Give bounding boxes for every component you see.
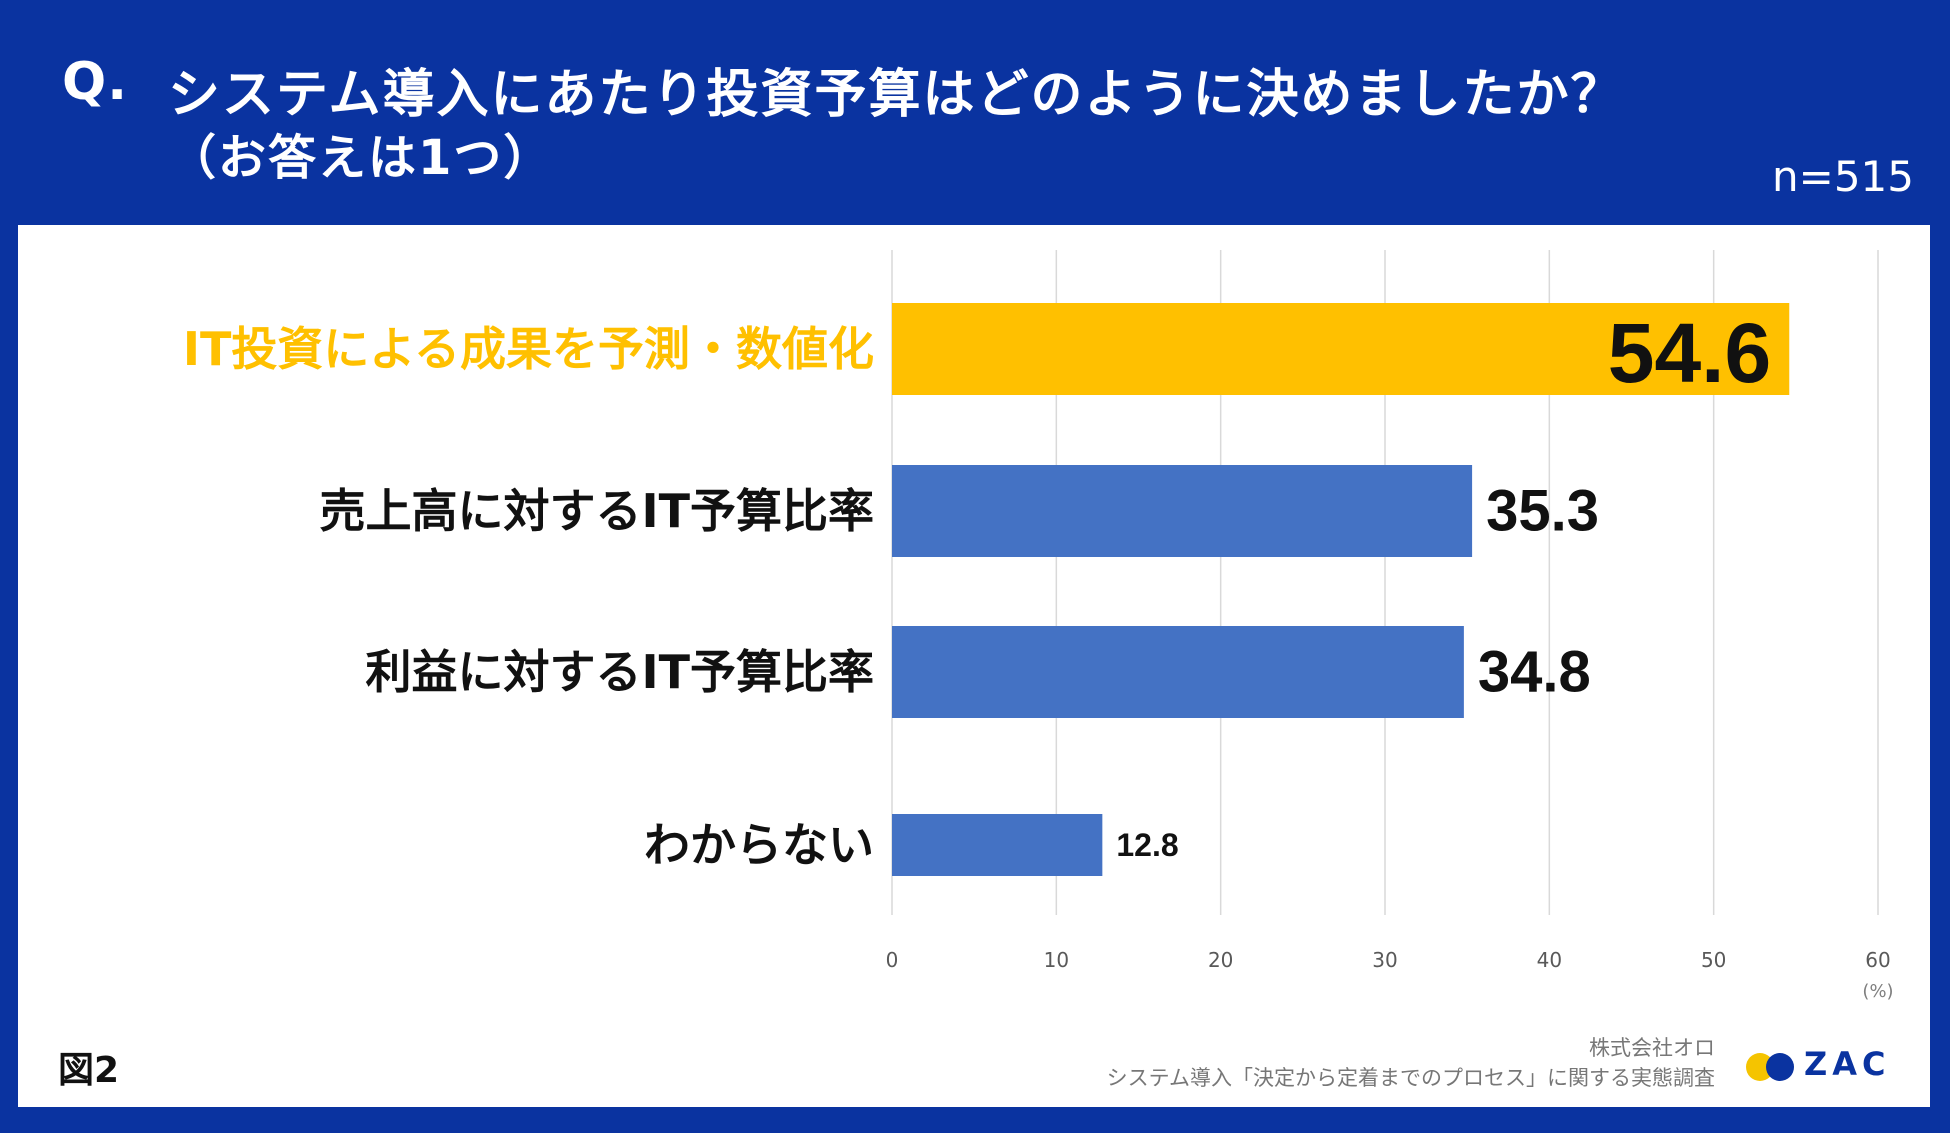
- question-label: Q.: [62, 52, 128, 112]
- x-tick-label: 40: [1537, 948, 1562, 972]
- category-label: IT投資による成果を予測・数値化: [183, 322, 874, 376]
- category-label: 売上高に対するIT予算比率: [320, 484, 875, 538]
- bar: [892, 465, 1473, 557]
- logo-blue-dot-icon: [1766, 1053, 1794, 1081]
- data-label: 35.3: [1486, 479, 1599, 544]
- x-tick-label: 60: [1865, 948, 1890, 972]
- figure-label: 図2: [58, 1050, 120, 1091]
- x-tick-label: 20: [1208, 948, 1233, 972]
- x-tick-label: 10: [1044, 948, 1069, 972]
- data-label: 34.8: [1478, 640, 1591, 705]
- bar: [892, 814, 1103, 876]
- header: Q. システム導入にあたり投資予算はどのように決めましたか？ （お答えは1つ） …: [0, 0, 1950, 225]
- source-credit: 株式会社オロ システム導入「決定から定着までのプロセス」に関する実態調査: [1107, 1033, 1715, 1093]
- logo-text: ZAC: [1804, 1045, 1891, 1083]
- source-company: 株式会社オロ: [1589, 1036, 1715, 1060]
- x-tick-label: 50: [1701, 948, 1726, 972]
- bar-chart: 0 10 20 30 40 50 60 (%) IT投資による成果を予測・数値化 54.6 売上高に…: [183, 250, 1894, 1002]
- source-survey: システム導入「決定から定着までのプロセス」に関する実態調査: [1106, 1066, 1715, 1090]
- question-text: システム導入にあたり投資予算はどのように決めましたか？: [168, 65, 1625, 125]
- zac-logo: ZAC: [1746, 1045, 1906, 1085]
- data-label: 54.6: [1608, 306, 1772, 400]
- category-label: わからない: [644, 818, 874, 872]
- sample-size: n=515: [1772, 152, 1914, 201]
- question-note: （お答えは1つ）: [168, 130, 554, 186]
- bar: [892, 303, 1790, 395]
- x-tick-label: 30: [1372, 948, 1397, 972]
- x-axis-unit: (%): [1862, 981, 1893, 1002]
- x-tick-label: 0: [886, 948, 899, 972]
- category-label: 利益に対するIT予算比率: [366, 645, 875, 699]
- bar: [892, 626, 1464, 718]
- data-label: 12.8: [1116, 827, 1178, 863]
- chart-panel: 0 10 20 30 40 50 60 (%) IT投資による成果を予測・数値化 54.6 売上高に…: [18, 225, 1930, 1107]
